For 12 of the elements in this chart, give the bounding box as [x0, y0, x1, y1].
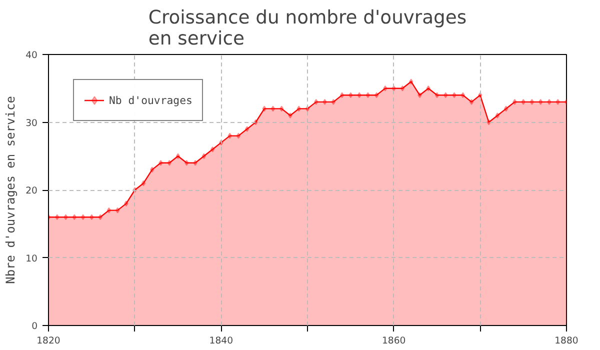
chart-title: Croissance du nombre d'ouvrages en service: [148, 8, 467, 50]
x-tick-label: 1880: [554, 336, 578, 346]
y-tick-label: 20: [26, 186, 38, 196]
x-tick-label: 1860: [382, 336, 406, 346]
y-tick-label: 30: [26, 118, 38, 129]
x-tick-label: 1820: [36, 336, 60, 346]
legend-label: Nb d'ouvrages: [109, 94, 192, 106]
x-tick-label: 1840: [209, 336, 234, 346]
y-tick-label: 10: [26, 253, 38, 264]
y-tick-label: 40: [26, 50, 38, 61]
y-tick-label: 0: [32, 321, 38, 332]
y-axis-title: Nbre d'ouvrages en service: [4, 96, 18, 284]
